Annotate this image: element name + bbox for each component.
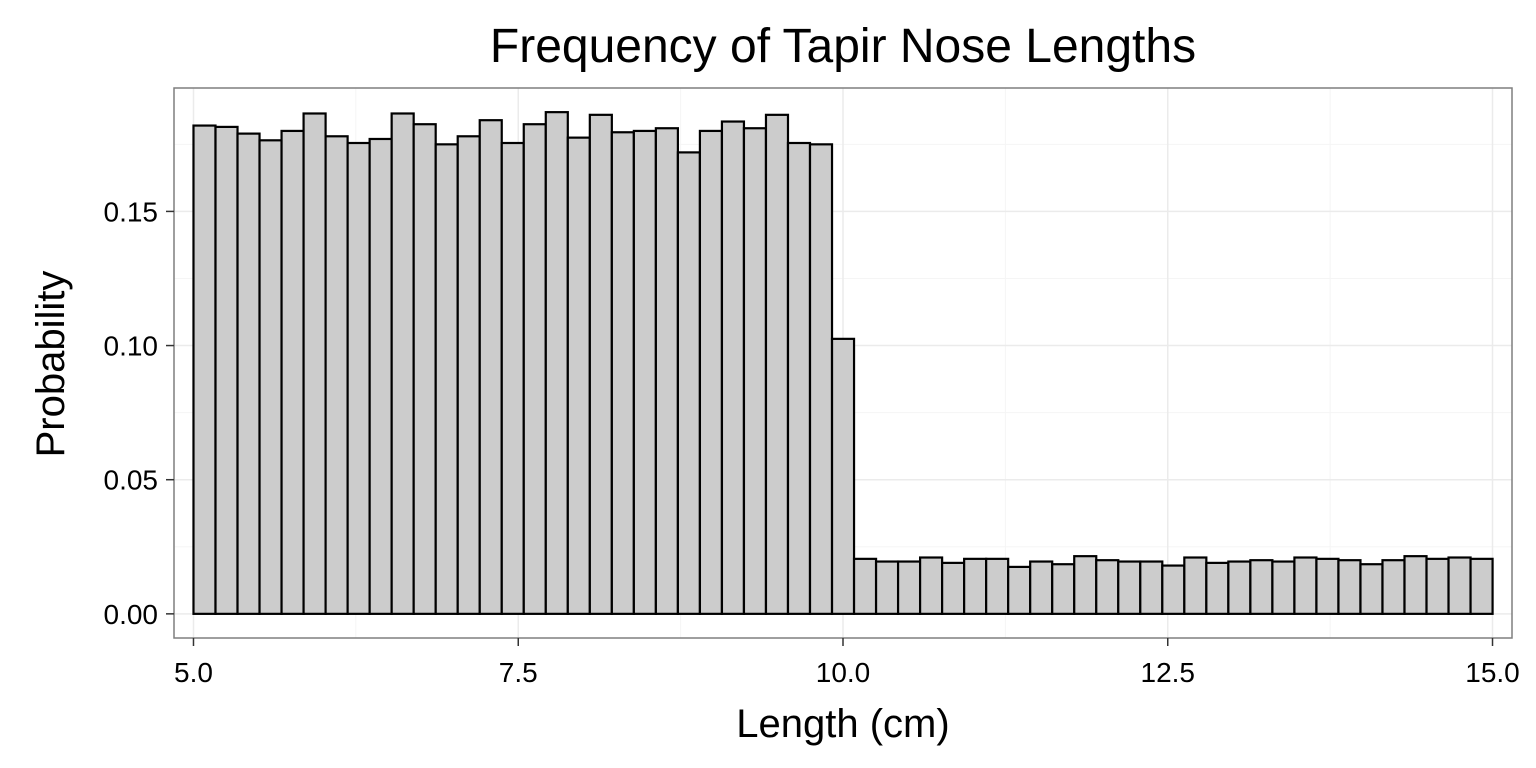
histogram-bar <box>1381 559 1406 615</box>
histogram-bar <box>302 112 327 615</box>
histogram-bar <box>742 127 768 615</box>
histogram-bar <box>1403 555 1428 615</box>
histogram-bar <box>1293 556 1318 615</box>
bars <box>192 111 1494 615</box>
histogram-bar <box>1139 560 1164 615</box>
y-tick-label: 0.00 <box>104 599 159 630</box>
histogram-bar <box>1249 559 1274 615</box>
histogram-bar <box>896 560 922 615</box>
histogram-bar <box>963 557 988 615</box>
histogram-bar <box>258 139 283 615</box>
histogram-bar <box>478 119 503 615</box>
histogram-bar <box>1205 561 1230 615</box>
histogram-bar <box>654 127 679 615</box>
histogram-bar <box>1073 555 1098 615</box>
histogram-bar <box>1359 563 1384 615</box>
histogram-bar <box>566 136 591 615</box>
histogram-bar <box>830 337 856 615</box>
histogram-bar <box>544 111 569 615</box>
histogram-bar <box>522 123 547 615</box>
histogram-bar <box>764 113 790 615</box>
histogram-bar <box>852 557 878 615</box>
y-tick-label: 0.10 <box>104 331 159 362</box>
histogram-bar <box>918 556 944 615</box>
histogram-bar <box>632 129 657 615</box>
histogram-bar <box>1227 560 1252 615</box>
histogram-bar <box>720 120 746 615</box>
chart-title: Frequency of Tapir Nose Lengths <box>490 20 1196 73</box>
histogram-bar <box>698 129 724 615</box>
histogram-bar <box>1271 560 1296 615</box>
histogram-bar <box>786 141 812 615</box>
histogram-bar <box>412 123 437 615</box>
y-axis-title: Probability <box>29 271 73 458</box>
x-axis-title: Length (cm) <box>736 702 949 746</box>
histogram-bar <box>1425 557 1450 615</box>
histogram-bar <box>1095 559 1120 615</box>
histogram-bar <box>1051 563 1076 615</box>
x-tick-label: 5.0 <box>174 657 213 688</box>
histogram-bar <box>456 135 481 615</box>
histogram-bar <box>874 560 900 615</box>
histogram-bar <box>500 141 525 615</box>
x-tick-label: 15.0 <box>1465 657 1520 688</box>
histogram-bar <box>808 143 834 615</box>
x-tick-label: 10.0 <box>816 657 871 688</box>
histogram-bar <box>1469 557 1494 615</box>
histogram-bar <box>324 135 349 615</box>
y-tick-label: 0.05 <box>104 465 159 496</box>
histogram-bar <box>390 112 415 615</box>
histogram-bar <box>1315 557 1340 615</box>
x-tick-label: 12.5 <box>1141 657 1196 688</box>
histogram-bar <box>280 129 305 615</box>
histogram-bar <box>1447 556 1472 615</box>
histogram-bar <box>676 151 702 615</box>
histogram-bar <box>1007 565 1032 615</box>
histogram-bar <box>941 561 966 615</box>
histogram-bar <box>985 557 1010 615</box>
histogram-bar <box>434 143 459 615</box>
histogram-bar <box>368 137 393 615</box>
axes: 0.00 0.05 0.10 0.15 5.0 7.5 10.0 12.5 15.0 <box>104 87 1520 688</box>
histogram-bar <box>1117 560 1142 615</box>
histogram-bar <box>1161 564 1186 615</box>
x-tick-label: 7.5 <box>499 657 538 688</box>
histogram-bar <box>588 113 613 615</box>
histogram-bar <box>192 124 217 615</box>
histogram-bar <box>1337 559 1362 615</box>
histogram-bar <box>346 141 371 615</box>
histogram-bar <box>236 132 261 615</box>
histogram-bar <box>610 131 635 615</box>
histogram-bar <box>214 125 239 615</box>
y-tick-label: 0.15 <box>104 196 159 227</box>
histogram-bar <box>1029 560 1054 615</box>
histogram-bar <box>1183 556 1208 615</box>
